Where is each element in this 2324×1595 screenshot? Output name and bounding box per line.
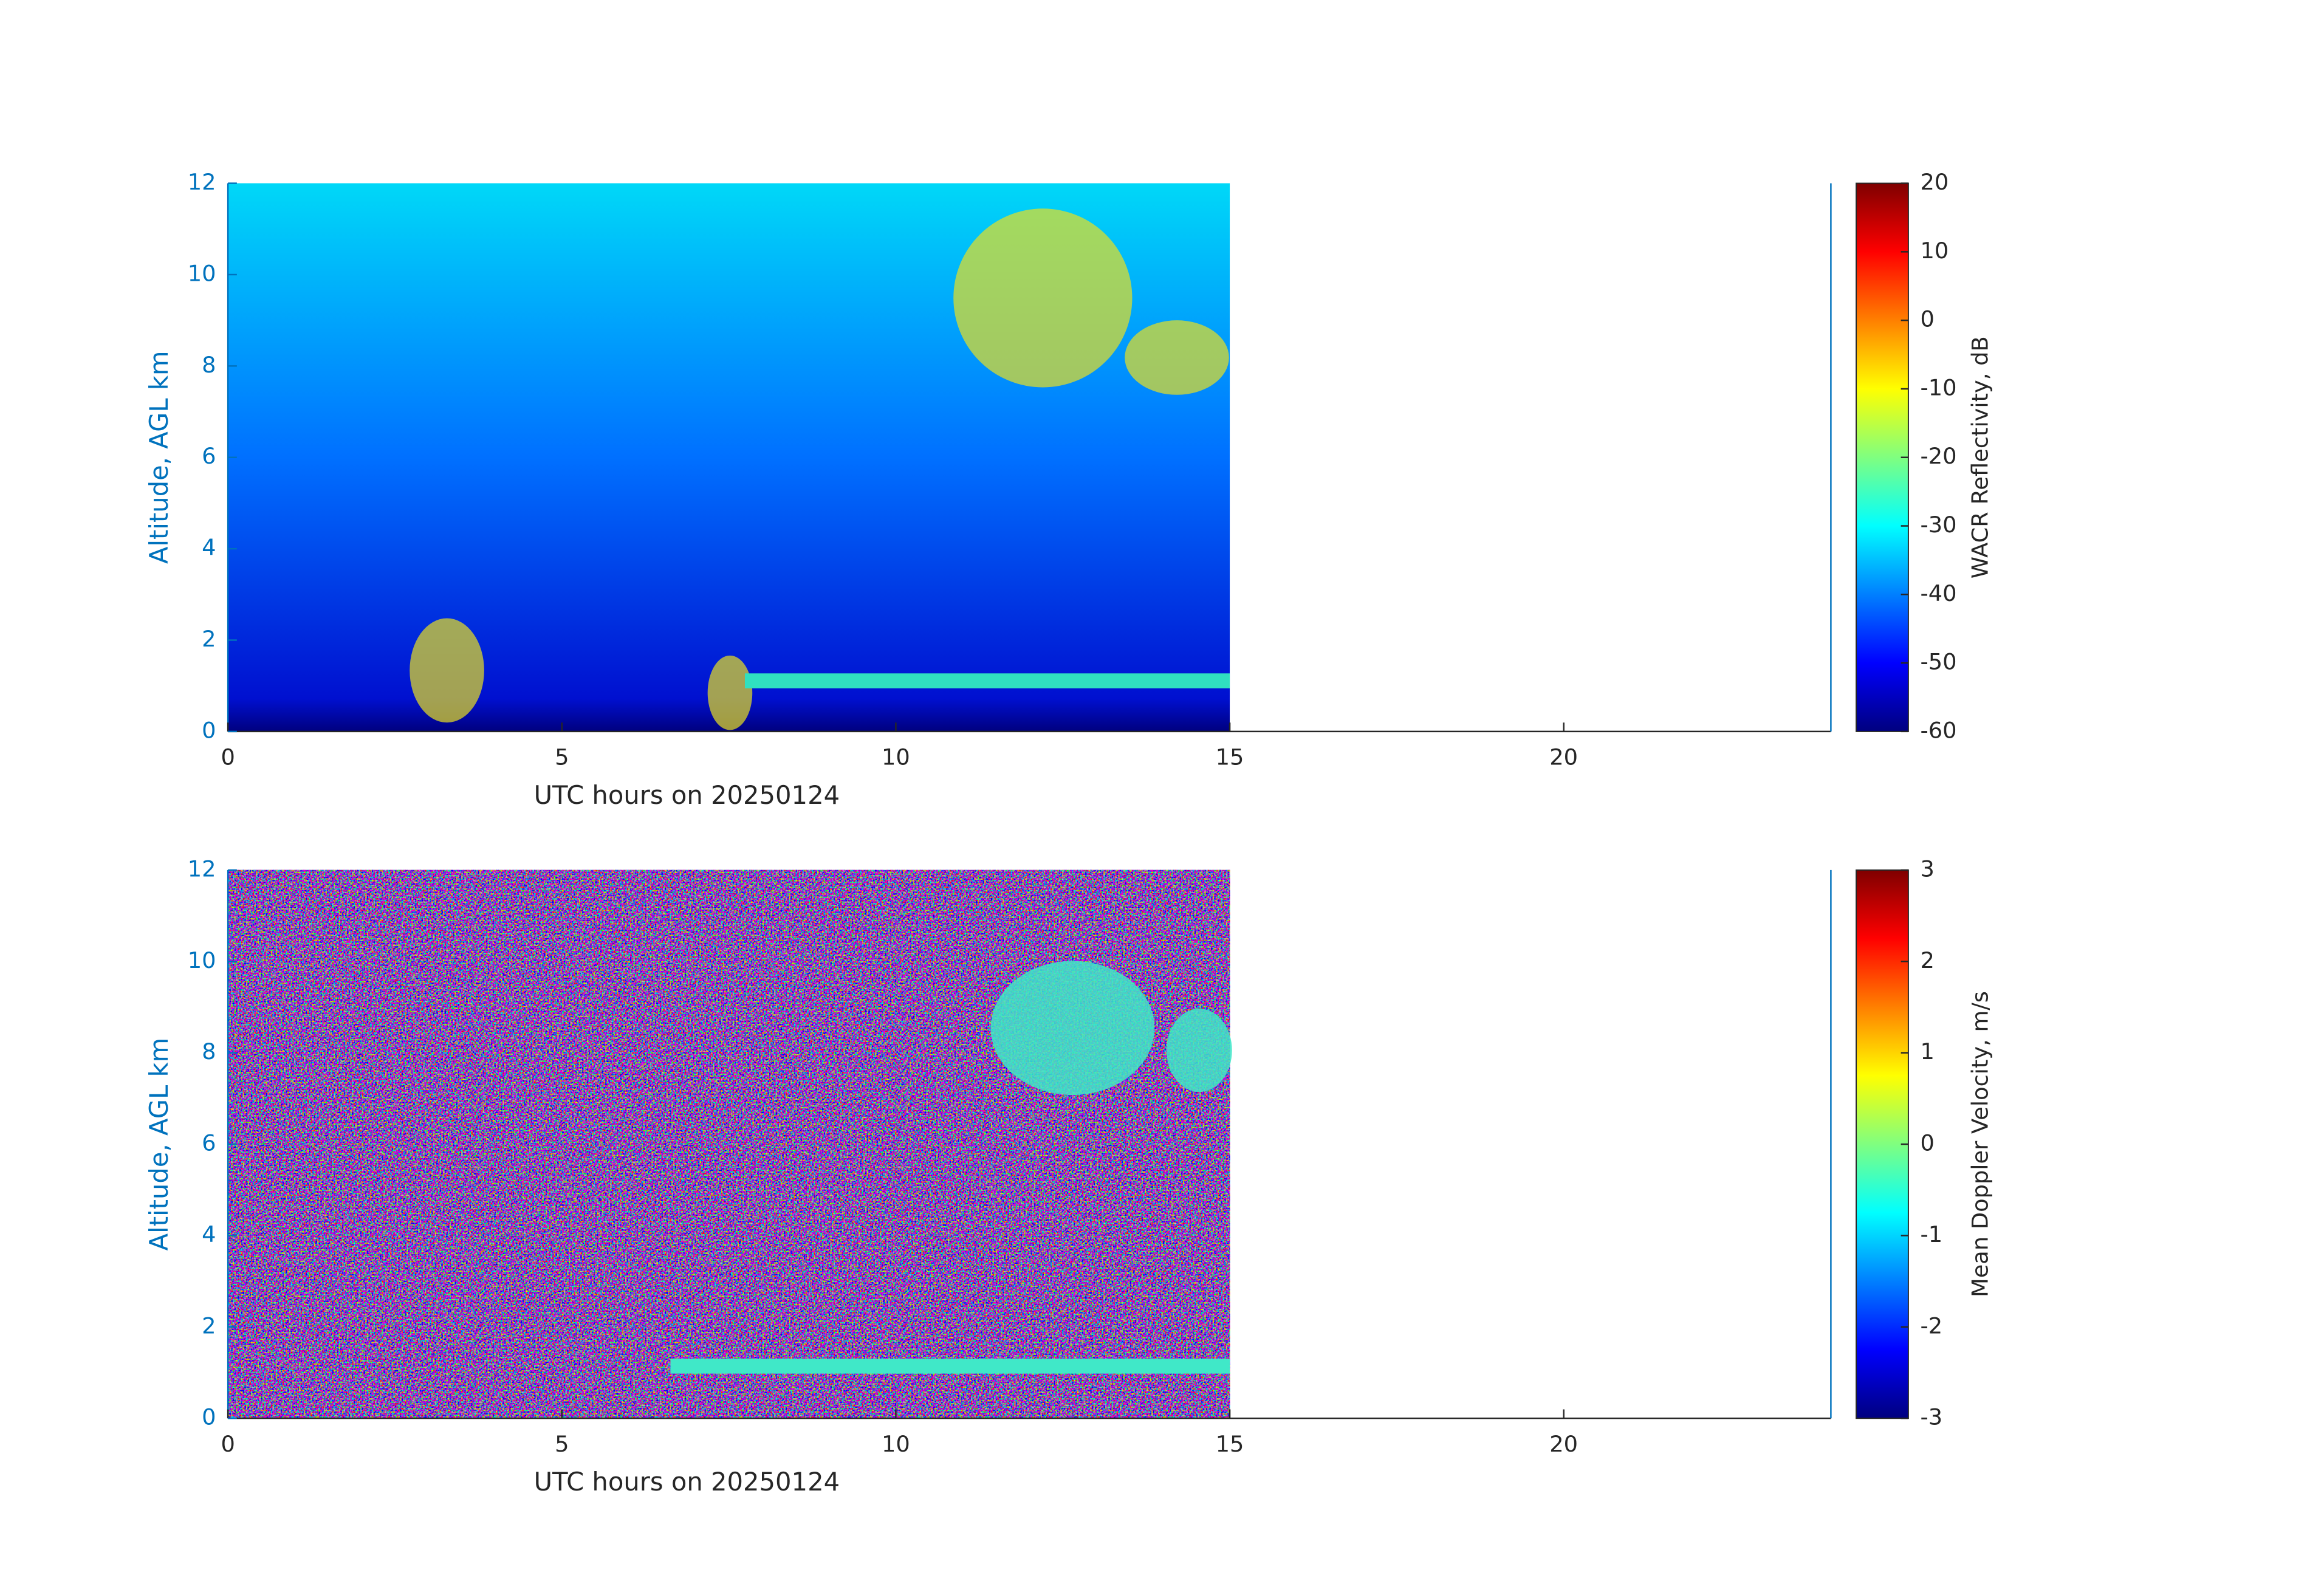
y-tick-label: 6 xyxy=(202,1130,216,1156)
colorbar-tick-label: -40 xyxy=(1921,580,1957,606)
colorbar-tick-label: -60 xyxy=(1921,717,1957,743)
colorbar-tick-label: 0 xyxy=(1921,306,1935,332)
colorbar-tick-label: -20 xyxy=(1921,443,1957,469)
colorbar-tick-label: -50 xyxy=(1921,649,1957,675)
colorbar-tick-label: 20 xyxy=(1921,169,1949,195)
echo xyxy=(410,618,484,723)
x-tick-label: 10 xyxy=(882,744,910,770)
echo-band xyxy=(744,673,1230,688)
colorbar-tick-label: -3 xyxy=(1921,1404,1943,1430)
echo xyxy=(1166,1008,1232,1092)
y-tick-label: 8 xyxy=(202,352,216,378)
y-tick-label: 4 xyxy=(202,535,216,561)
y-tick-label: 2 xyxy=(202,626,216,652)
colorbar-tick-label: -30 xyxy=(1921,512,1957,538)
y-axis-label: Altitude, AGL km xyxy=(144,351,174,564)
colorbar-tick-label: -2 xyxy=(1921,1312,1943,1339)
y-tick-label: 2 xyxy=(202,1312,216,1339)
y-tick-label: 6 xyxy=(202,443,216,469)
x-tick-label: 5 xyxy=(555,744,569,770)
y-tick-label: 10 xyxy=(188,947,216,973)
y-tick-label: 4 xyxy=(202,1221,216,1247)
echo xyxy=(707,655,753,730)
colorbar-tick-label: 10 xyxy=(1921,238,1949,264)
colorbar-tick-label: -1 xyxy=(1921,1221,1943,1247)
colorbar xyxy=(1856,869,1909,1419)
colorbar-tick-label: 1 xyxy=(1921,1038,1935,1065)
x-tick-label: 10 xyxy=(882,1431,910,1457)
x-tick-label: 20 xyxy=(1549,1431,1578,1457)
y-tick-label: 8 xyxy=(202,1038,216,1065)
x-tick-label: 0 xyxy=(221,744,235,770)
x-tick-label: 20 xyxy=(1549,744,1578,770)
x-tick-label: 5 xyxy=(555,1431,569,1457)
x-axis-label: UTC hours on 20250124 xyxy=(534,1467,840,1497)
x-tick-label: 15 xyxy=(1216,1431,1244,1457)
echo-band xyxy=(670,1359,1230,1374)
echo xyxy=(953,208,1133,388)
echo xyxy=(1125,320,1229,395)
colorbar xyxy=(1856,182,1909,732)
colorbar-tick-label: 0 xyxy=(1921,1130,1935,1156)
y-tick-label: 10 xyxy=(188,260,216,286)
colorbar-tick-label: -10 xyxy=(1921,374,1957,400)
x-tick-label: 0 xyxy=(221,1431,235,1457)
y-axis-label: Altitude, AGL km xyxy=(144,1038,174,1251)
colorbar-tick-label: 3 xyxy=(1921,856,1935,882)
y-tick-label: 12 xyxy=(188,856,216,882)
colorbar-label: Mean Doppler Velocity, m/s xyxy=(1967,991,1993,1297)
y-tick-label: 0 xyxy=(202,717,216,743)
colorbar-tick-label: 2 xyxy=(1921,947,1935,973)
y-tick-label: 0 xyxy=(202,1404,216,1430)
y-tick-label: 12 xyxy=(188,169,216,195)
x-tick-label: 15 xyxy=(1216,744,1244,770)
x-axis-label: UTC hours on 20250124 xyxy=(534,780,840,810)
echo xyxy=(990,961,1155,1096)
colorbar-label: WACR Reflectivity, dB xyxy=(1967,336,1993,578)
radar-image xyxy=(228,870,1230,1419)
